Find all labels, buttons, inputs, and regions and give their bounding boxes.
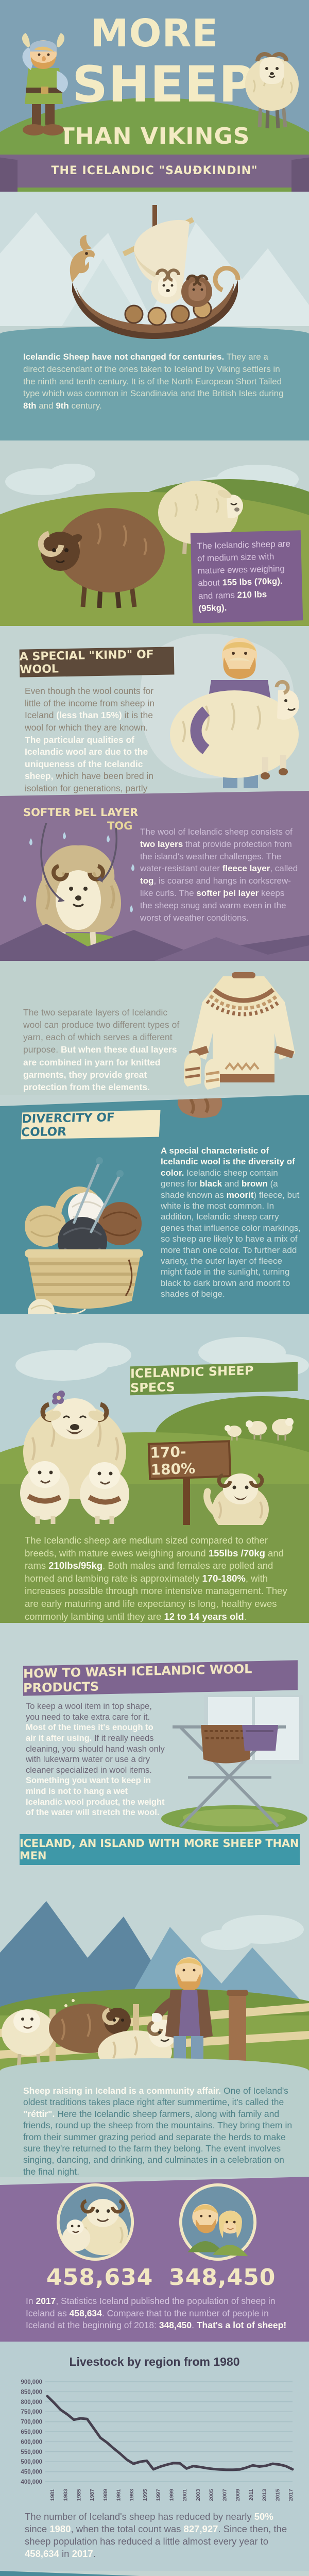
ram-illustration: [38, 508, 165, 608]
svg-text:1981: 1981: [49, 2489, 56, 2501]
svg-text:2017: 2017: [288, 2489, 294, 2501]
wash-section: HOW TO WASH ICELANDIC WOOL PRODUCTS To k…: [0, 1623, 309, 1834]
svg-text:1997: 1997: [156, 2489, 162, 2501]
stats-section: 458,634 348,450 In 2017, Statistics Icel…: [0, 2177, 309, 2342]
people-count-badge: [179, 2183, 257, 2261]
svg-text:1991: 1991: [116, 2489, 122, 2501]
hero-ribbon: THE ICELANDIC "SAUÐKINDIN": [0, 155, 309, 188]
two-layers-paragraph: The two separate layers of Icelandic woo…: [23, 1007, 180, 1092]
divercity-header: DIVERCITY OF COLOR: [21, 1110, 160, 1140]
hero-sheep-illustration: [245, 52, 299, 129]
community-section: Sheep raising in Iceland is a community …: [0, 2058, 309, 2177]
waving-sheep-illustration: [203, 1473, 269, 1525]
svg-text:650,000: 650,000: [21, 2429, 42, 2435]
livestock-paragraph: The number of Iceland's sheep has reduce…: [25, 2511, 287, 2560]
svg-text:1993: 1993: [129, 2489, 135, 2501]
specs-text-section: The Icelandic sheep are medium sized com…: [0, 1525, 309, 1623]
size-infobox-text: The Icelandic sheep are of medium size w…: [197, 538, 291, 614]
hero-title-sheep: SHEEP: [72, 56, 255, 113]
size-infobox: The Icelandic sheep are of medium size w…: [190, 530, 303, 623]
sheep-count-number: 458,634: [46, 2264, 153, 2291]
stats-paragraph: In 2017, Statistics Iceland published th…: [26, 2296, 287, 2331]
svg-text:500,000: 500,000: [21, 2459, 42, 2465]
layers-paragraph: The wool of Icelandic sheep consists of …: [140, 827, 298, 923]
svg-text:750,000: 750,000: [21, 2409, 42, 2415]
livestock-chart-title: Livestock by region from 1980: [69, 2355, 240, 2368]
farmer-holding-sheep-illustration: [170, 638, 299, 788]
wash-banner-text: HOW TO WASH ICELANDIC WOOL PRODUCTS: [23, 1662, 252, 1696]
wash-banner: HOW TO WASH ICELANDIC WOOL PRODUCTS: [23, 1660, 298, 1696]
viking-illustration: [22, 33, 68, 135]
svg-text:2003: 2003: [195, 2489, 201, 2501]
svg-text:1999: 1999: [168, 2489, 175, 2501]
svg-text:2011: 2011: [248, 2489, 254, 2501]
sign-post: [183, 1468, 190, 1525]
svg-text:450,000: 450,000: [21, 2469, 42, 2476]
wash-paragraph: To keep a wool item in top shape, you ne…: [26, 1702, 165, 1818]
livestock-chart-section: Livestock by region from 1980 900,000 850…: [0, 2342, 309, 2571]
svg-text:850,000: 850,000: [21, 2389, 42, 2395]
divercity-header-text: DIVERCITY OF COLOR: [21, 1111, 115, 1140]
pel-label: SOFTER ÞEL LAYER: [23, 806, 139, 819]
svg-text:800,000: 800,000: [21, 2399, 42, 2405]
svg-text:550,000: 550,000: [21, 2449, 42, 2455]
divercity-paragraph: A special characteristic of Icelandic wo…: [161, 1146, 301, 1299]
sheep-family-illustration: [20, 1391, 129, 1524]
svg-text:1995: 1995: [142, 2489, 148, 2501]
sheep-flock-illustration: [2, 1999, 175, 2074]
world-section: WORLD SHEEP NUMBERS According to the Int…: [0, 2571, 309, 2576]
svg-text:1983: 1983: [63, 2489, 69, 2501]
tog-label: TOG: [107, 820, 133, 832]
specs-paragraph: The Icelandic sheep are medium sized com…: [25, 1535, 287, 1622]
svg-text:700,000: 700,000: [21, 2419, 42, 2426]
sheep-hoof-overlap: [170, 1095, 232, 1118]
intro-paragraph: Icelandic Sheep have not changed for cen…: [23, 352, 284, 411]
divercity-section: DIVERCITY OF COLOR A special characteris…: [0, 1095, 309, 1328]
wool-layers-section: SOFTER ÞEL LAYER TOG The wool of Iceland…: [0, 791, 309, 961]
background-sheep: [225, 1418, 294, 1440]
specs-banner-text: ICELANDIC SHEEP SPECS: [130, 1363, 254, 1396]
special-wool-header-text: A SPECIAL "KIND" OF WOOL: [19, 648, 154, 676]
svg-text:400,000: 400,000: [21, 2479, 42, 2485]
sheep-count-badge: [56, 2183, 134, 2261]
people-count-number: 348,450: [169, 2264, 276, 2291]
svg-text:1985: 1985: [76, 2489, 82, 2501]
lopapeysa-sweater-illustration: [183, 972, 295, 1090]
viking-ship-illustration: [70, 205, 241, 339]
sea-intro-section: Icelandic Sheep have not changed for cen…: [0, 326, 309, 440]
svg-text:1989: 1989: [102, 2489, 109, 2501]
svg-text:2009: 2009: [235, 2489, 241, 2501]
svg-text:2013: 2013: [262, 2489, 268, 2501]
drying-rack-illustration: [161, 1695, 307, 1832]
farm-section: ICELAND, AN ISLAND WITH MORE SHEEP THAN …: [0, 1834, 309, 2074]
svg-text:2007: 2007: [221, 2489, 228, 2501]
specs-scene-section: ICELANDIC SHEEP SPECS: [0, 1314, 309, 1525]
svg-text:2005: 2005: [209, 2489, 215, 2501]
island-banner: ICELAND, AN ISLAND WITH MORE SHEEP THAN …: [20, 1834, 300, 1865]
hero-title-more: MORE: [90, 11, 219, 56]
svg-text:1987: 1987: [89, 2489, 95, 2501]
svg-text:2015: 2015: [274, 2489, 281, 2501]
special-wool-section: A SPECIAL "KIND" OF WOOL Even though the…: [0, 623, 309, 830]
farmer-illustration: [152, 1957, 213, 2071]
hero-section: MORE SHEEP THAN VIKINGS: [0, 0, 309, 263]
svg-text:2001: 2001: [182, 2489, 188, 2501]
island-banner-text: ICELAND, AN ISLAND WITH MORE SHEEP THAN …: [20, 1837, 299, 1862]
hero-ribbon-text: THE ICELANDIC "SAUÐKINDIN": [51, 164, 258, 177]
meadow-section: The Icelandic sheep are of medium size w…: [0, 440, 309, 626]
livestock-line-chart: 900,000 850,000 800,000 750,000 700,000 650,0…: [21, 2379, 294, 2501]
svg-text:900,000: 900,000: [21, 2379, 42, 2385]
purple-mountains: [0, 924, 309, 961]
specs-banner: ICELANDIC SHEEP SPECS: [130, 1362, 298, 1396]
special-wool-header: A SPECIAL "KIND" OF WOOL: [19, 647, 175, 677]
community-paragraph: Sheep raising in Iceland is a community …: [23, 2086, 293, 2177]
two-layers-section: The two separate layers of Icelandic woo…: [0, 961, 309, 1095]
svg-text:600,000: 600,000: [21, 2439, 42, 2445]
hero-title-than-vikings: THAN VIKINGS: [59, 123, 250, 149]
yarn-basket-illustration: [9, 1146, 161, 1327]
